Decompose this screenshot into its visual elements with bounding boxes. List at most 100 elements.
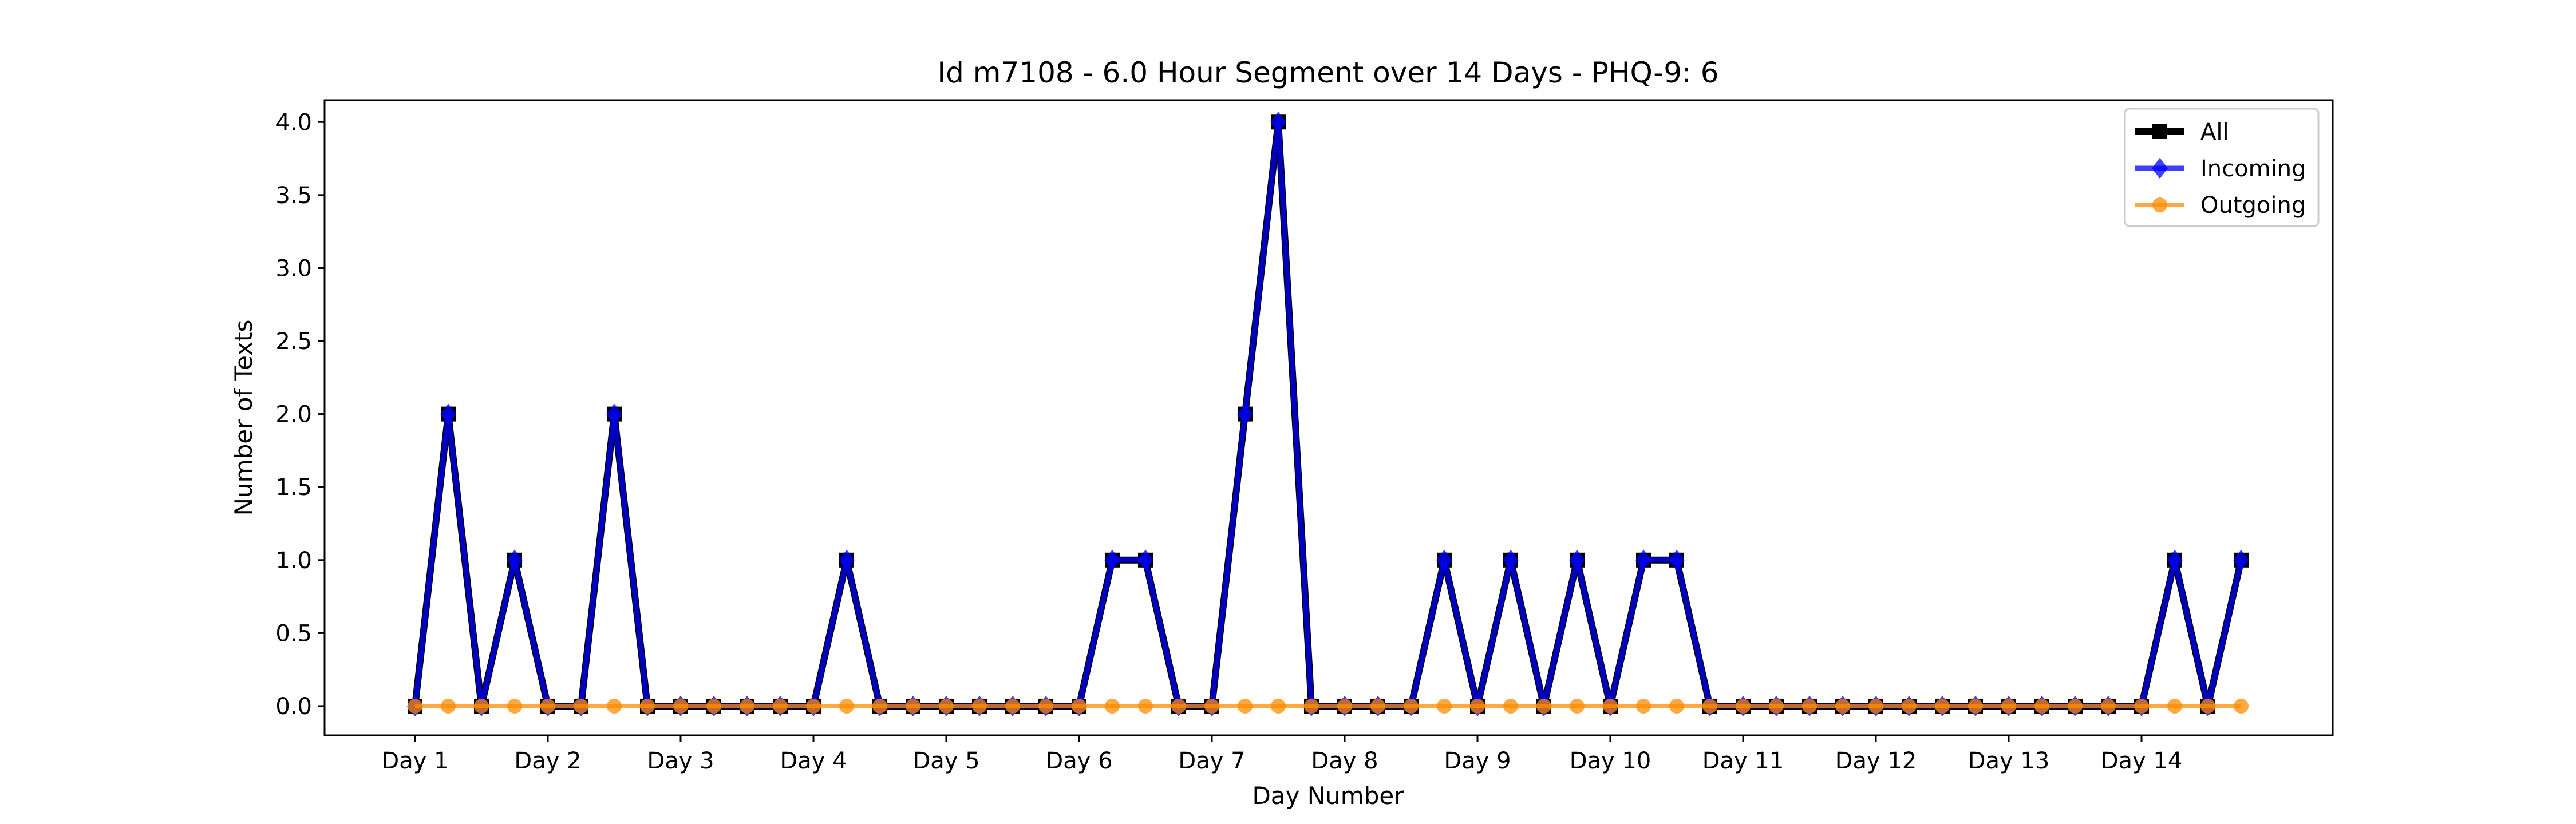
- y-tick-label: 1.5: [275, 474, 312, 501]
- data-point: [2101, 698, 2116, 714]
- data-point: [1569, 549, 1585, 571]
- x-axis-label: Day Number: [1252, 782, 1404, 810]
- data-point: [906, 698, 920, 714]
- data-point: [1702, 698, 1717, 714]
- legend-item: Outgoing: [2135, 192, 2306, 219]
- data-point: [540, 698, 555, 714]
- plot-frame: [323, 99, 2334, 736]
- legend: All Incoming Outgoing: [2124, 108, 2320, 227]
- series-layer: [407, 112, 2249, 717]
- data-point: [1769, 698, 1784, 714]
- y-tick-label: 0.0: [275, 694, 312, 720]
- data-point: [1304, 698, 1319, 714]
- x-tick-label: Day 4: [780, 748, 847, 774]
- data-point: [1536, 698, 1551, 714]
- data-point: [2034, 698, 2049, 714]
- data-point: [1935, 698, 1950, 714]
- data-point: [607, 698, 622, 714]
- y-tick-label: 1.0: [275, 548, 312, 574]
- data-point: [2152, 157, 2168, 179]
- data-point: [673, 698, 688, 714]
- x-tick-label: Day 9: [1444, 748, 1511, 774]
- data-point: [1104, 549, 1120, 571]
- data-point: [1072, 698, 1086, 714]
- data-point: [1802, 698, 1817, 714]
- data-point: [1669, 698, 1684, 714]
- data-point: [1470, 698, 1485, 714]
- data-point: [1436, 549, 1452, 571]
- data-point: [1271, 698, 1286, 714]
- x-tick-label: Day 7: [1178, 748, 1245, 774]
- legend-item: Incoming: [2135, 156, 2306, 182]
- data-point: [773, 698, 788, 714]
- series-outgoing: [408, 698, 2249, 714]
- x-tick-label: Day 5: [912, 748, 979, 774]
- legend-item: All: [2135, 119, 2229, 145]
- data-point: [1238, 698, 1253, 714]
- data-point: [1237, 403, 1253, 425]
- data-point: [1669, 549, 1685, 571]
- data-point: [2200, 698, 2215, 714]
- data-point: [972, 698, 987, 714]
- data-point: [872, 698, 887, 714]
- data-point: [2167, 698, 2182, 714]
- data-point: [1603, 698, 1618, 714]
- y-axis-label: Number of Texts: [230, 320, 258, 516]
- data-point: [839, 698, 854, 714]
- data-point: [474, 698, 489, 714]
- data-point: [1370, 698, 1385, 714]
- legend-label: Outgoing: [2200, 192, 2306, 219]
- data-point: [1038, 698, 1053, 714]
- data-point: [1138, 698, 1153, 714]
- data-point: [640, 698, 655, 714]
- data-point: [839, 549, 855, 571]
- data-point: [806, 698, 821, 714]
- legend-label: Incoming: [2200, 156, 2306, 182]
- data-point: [2001, 698, 2016, 714]
- data-point: [1902, 698, 1917, 714]
- y-tick-label: 4.0: [275, 109, 312, 136]
- data-point: [740, 698, 754, 714]
- data-point: [606, 403, 622, 425]
- data-point: [2134, 698, 2149, 714]
- data-point: [1636, 698, 1651, 714]
- y-tick-label: 0.5: [275, 620, 312, 647]
- data-point: [441, 698, 456, 714]
- data-point: [1404, 698, 1419, 714]
- data-point: [1503, 549, 1519, 571]
- x-tick-label: Day 13: [1968, 748, 2050, 774]
- axes-layer: 0.0 0.5 1.0 1.5 2.0 2.5 3.0 3.5 4.0 Day 1 Day 2 Day…: [275, 99, 2334, 774]
- x-tick-label: Day 10: [1570, 748, 1652, 774]
- data-point: [1137, 549, 1153, 571]
- data-point: [2233, 549, 2249, 571]
- data-point: [1171, 698, 1186, 714]
- x-tick-label: Day 3: [647, 748, 714, 774]
- data-point: [2167, 549, 2183, 571]
- data-point: [2152, 124, 2167, 139]
- data-point: [1868, 698, 1883, 714]
- data-point: [2234, 698, 2249, 714]
- data-point: [1570, 698, 1585, 714]
- data-point: [1736, 698, 1751, 714]
- y-tick-label: 3.5: [275, 183, 312, 209]
- data-point: [2152, 197, 2167, 212]
- data-point: [1635, 549, 1652, 571]
- y-tick-label: 3.0: [275, 255, 312, 282]
- x-tick-label: Day 1: [381, 748, 448, 774]
- data-point: [1437, 698, 1452, 714]
- x-tick-label: Day 12: [1835, 748, 1917, 774]
- x-tick-label: Day 8: [1311, 748, 1378, 774]
- data-point: [507, 698, 522, 714]
- data-point: [706, 698, 721, 714]
- x-tick-label: Day 11: [1702, 748, 1784, 774]
- legend-box: [2124, 108, 2320, 227]
- legend-label: All: [2200, 119, 2229, 145]
- x-tick-label: Day 2: [514, 748, 581, 774]
- data-point: [1337, 698, 1352, 714]
- y-tick-label: 2.5: [275, 328, 312, 355]
- data-point: [939, 698, 954, 714]
- data-point: [1968, 698, 1983, 714]
- data-point: [574, 698, 588, 714]
- x-tick-label: Day 14: [2101, 748, 2183, 774]
